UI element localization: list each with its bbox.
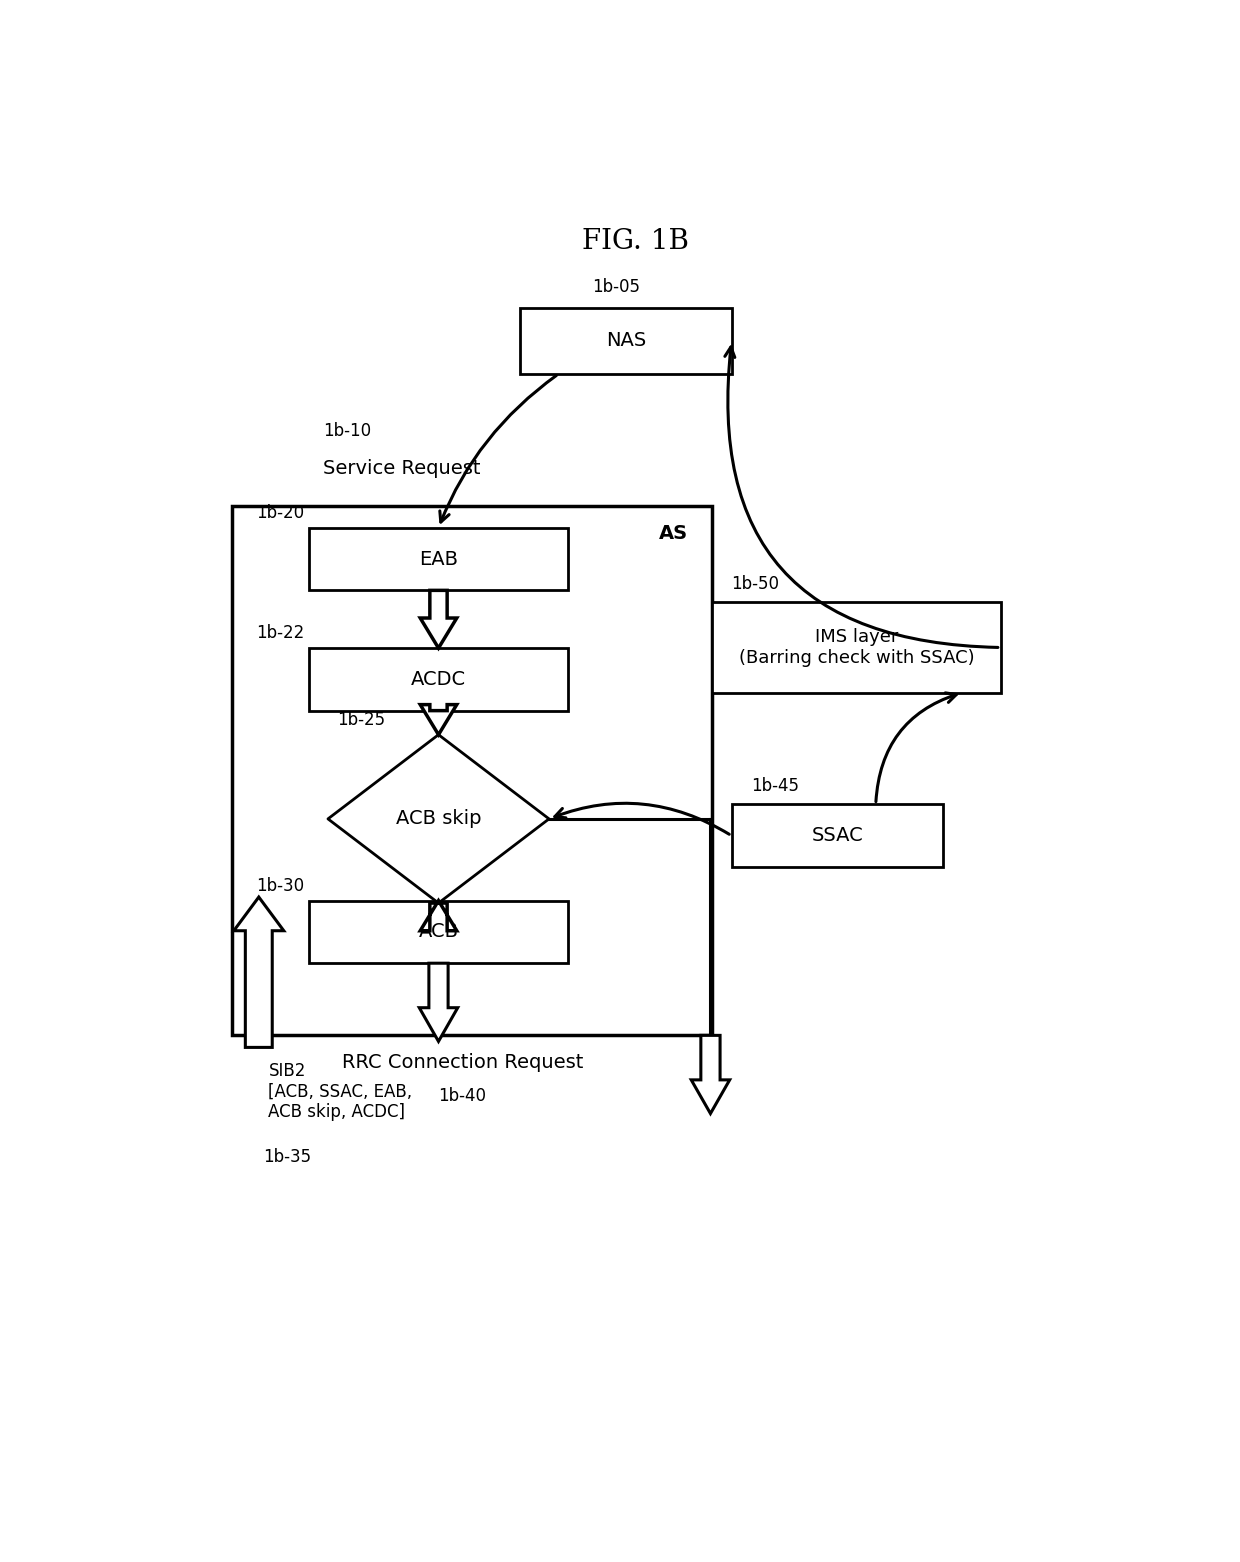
Text: 1b-22: 1b-22 (255, 625, 304, 642)
Text: EAB: EAB (419, 550, 458, 569)
Bar (309, 648, 568, 711)
Text: FIG. 1B: FIG. 1B (582, 228, 689, 255)
FancyArrow shape (420, 704, 456, 734)
Bar (712, 603, 1001, 692)
Bar (732, 804, 942, 867)
Text: RRC Connection Request: RRC Connection Request (342, 1053, 583, 1073)
Text: 1b-20: 1b-20 (255, 505, 304, 522)
Bar (309, 528, 568, 590)
Text: IMS layer
(Barring check with SSAC): IMS layer (Barring check with SSAC) (739, 628, 975, 667)
FancyArrow shape (420, 901, 456, 931)
Text: 1b-35: 1b-35 (264, 1148, 311, 1167)
Bar (309, 901, 568, 964)
Text: 1b-10: 1b-10 (324, 422, 371, 440)
Text: 1b-50: 1b-50 (732, 575, 780, 592)
FancyArrow shape (419, 964, 458, 1042)
FancyArrow shape (691, 1036, 729, 1114)
Text: NAS: NAS (606, 331, 646, 350)
Bar (521, 308, 732, 373)
Text: SSAC: SSAC (811, 826, 863, 845)
Text: 1b-45: 1b-45 (751, 776, 799, 795)
Bar (232, 506, 712, 1036)
Text: ACB skip: ACB skip (396, 809, 481, 828)
Text: 1b-05: 1b-05 (593, 278, 640, 295)
Text: 1b-30: 1b-30 (255, 876, 304, 895)
Polygon shape (327, 734, 549, 903)
Text: 1b-25: 1b-25 (337, 711, 386, 728)
Text: ACDC: ACDC (410, 670, 466, 689)
Text: SIB2
[ACB, SSAC, EAB,
ACB skip, ACDC]: SIB2 [ACB, SSAC, EAB, ACB skip, ACDC] (268, 1062, 413, 1122)
Text: ACB: ACB (418, 923, 459, 942)
FancyArrow shape (234, 897, 284, 1048)
Text: AS: AS (660, 525, 688, 544)
Text: 1b-40: 1b-40 (439, 1087, 486, 1104)
FancyArrow shape (420, 590, 456, 648)
Text: Service Request: Service Request (324, 459, 481, 478)
